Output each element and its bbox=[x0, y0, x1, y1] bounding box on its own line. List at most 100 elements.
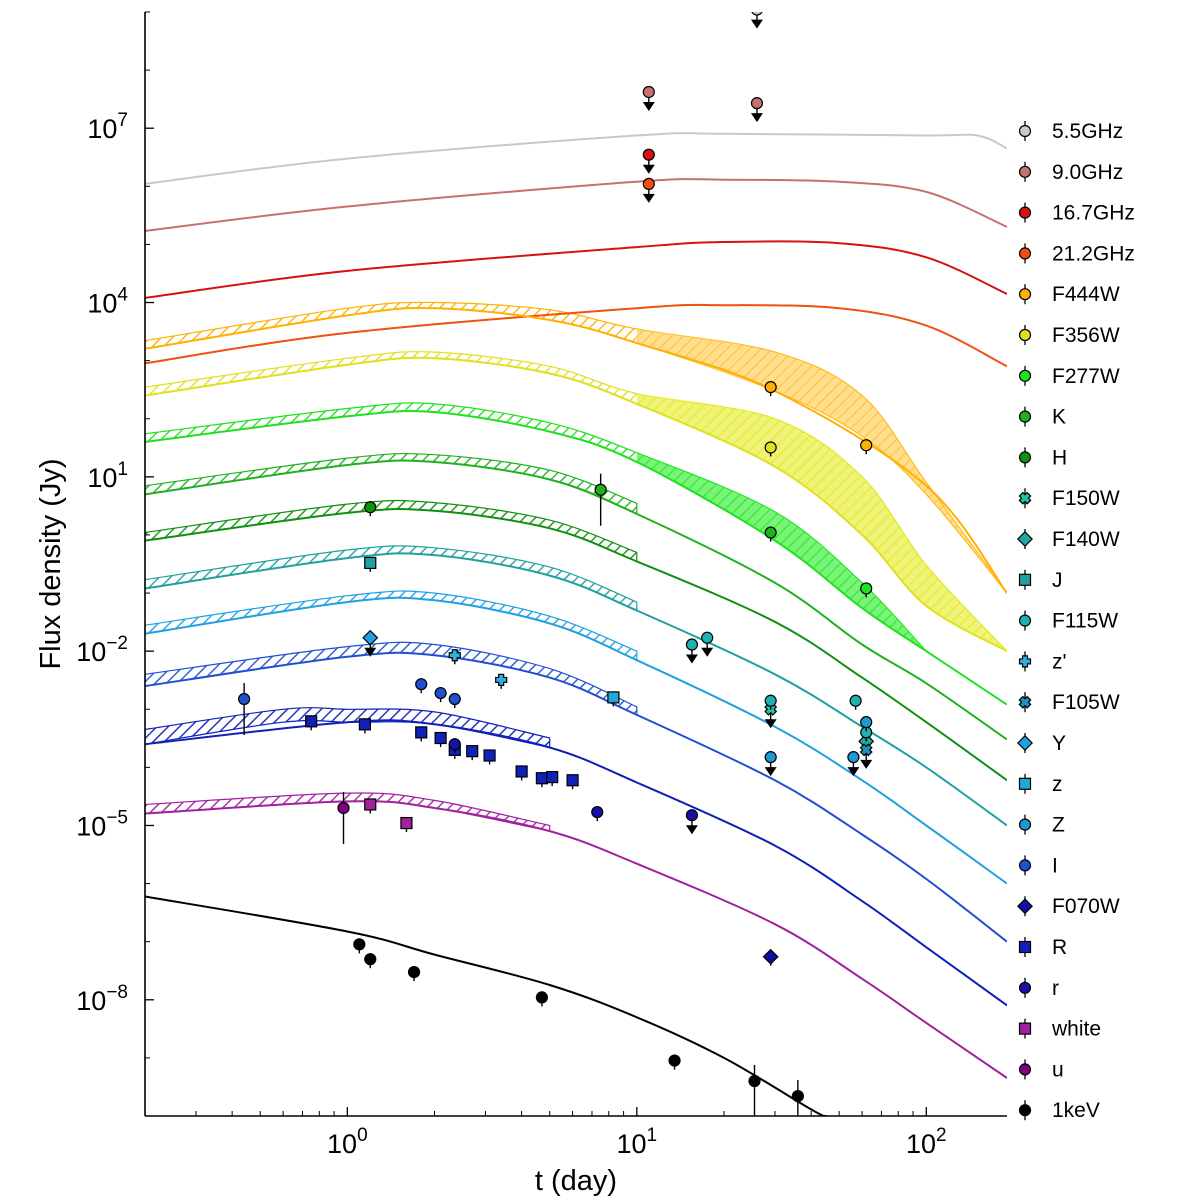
legend-label: F277W bbox=[1052, 365, 1120, 388]
legend-marker-f140w bbox=[1017, 531, 1033, 547]
marker-9-0ghz bbox=[642, 85, 655, 99]
legend-entry-z: z' bbox=[1018, 650, 1067, 673]
marker-f105w bbox=[859, 743, 873, 757]
legend-label: F444W bbox=[1052, 283, 1120, 306]
marker-r bbox=[415, 726, 428, 739]
legend-marker-z bbox=[1018, 655, 1032, 668]
marker-z bbox=[495, 673, 508, 687]
data-point-r bbox=[515, 765, 528, 781]
data-point-k bbox=[764, 526, 777, 542]
legend-label: 1keV bbox=[1052, 1099, 1100, 1122]
legend-entry-16-7ghz: 16.7GHz bbox=[1018, 202, 1135, 225]
data-point-white bbox=[364, 798, 377, 814]
x-tick-label: 101 bbox=[617, 1125, 658, 1159]
marker-j bbox=[364, 556, 377, 570]
data-point-r bbox=[535, 772, 549, 788]
data-point-u bbox=[337, 791, 350, 844]
legend-marker-k bbox=[1018, 410, 1032, 423]
legend-label: K bbox=[1052, 406, 1066, 429]
model-line-f444w bbox=[145, 306, 1007, 594]
x-tick-label: 102 bbox=[906, 1125, 947, 1159]
marker-white bbox=[364, 798, 377, 811]
marker-r bbox=[546, 771, 559, 784]
data-point-f115w bbox=[764, 694, 777, 710]
legend-label: Z bbox=[1052, 814, 1065, 837]
legend-entry-y: Y bbox=[1017, 732, 1066, 755]
marker-k bbox=[594, 483, 607, 496]
legend-entry-z: z bbox=[1018, 773, 1063, 796]
data-point-f356w bbox=[764, 441, 777, 457]
marker-i bbox=[434, 686, 447, 700]
marker-z bbox=[847, 751, 860, 764]
marker-1kev bbox=[353, 938, 366, 951]
legend-marker-f105w bbox=[1018, 695, 1032, 709]
data-point-f277w bbox=[860, 582, 873, 598]
marker-k bbox=[764, 526, 777, 539]
data-point-1kev bbox=[364, 953, 377, 969]
legend-marker-r bbox=[1018, 981, 1032, 994]
data-point-f444w bbox=[860, 439, 873, 455]
legend: 5.5GHz 9.0GHz 16.7GHz 21.2GHz F444W F356W F277… bbox=[1017, 120, 1135, 1122]
model-line-9-0ghz bbox=[145, 178, 1007, 232]
model-uncertainty-bands bbox=[145, 301, 1007, 832]
legend-label: H bbox=[1052, 446, 1067, 469]
data-point-9-0ghz bbox=[750, 97, 764, 123]
y-tick-label: 101 bbox=[87, 459, 128, 493]
data-point-5-5ghz bbox=[643, 0, 655, 5]
marker-5-5ghz bbox=[751, 12, 763, 16]
data-point-z bbox=[495, 673, 508, 689]
data-point-1kev bbox=[748, 1065, 761, 1116]
legend-marker-1kev bbox=[1018, 1104, 1032, 1117]
data-point-r bbox=[448, 738, 461, 754]
legend-marker-f277w bbox=[1018, 369, 1032, 382]
legend-label: z bbox=[1052, 773, 1063, 796]
legend-entry-f115w: F115W bbox=[1018, 610, 1118, 633]
marker-r bbox=[591, 805, 604, 819]
legend-label: white bbox=[1051, 1018, 1101, 1041]
model-line-j bbox=[145, 552, 1007, 827]
legend-entry-r: r bbox=[1018, 977, 1059, 1000]
marker-i bbox=[415, 678, 428, 691]
data-point-f115w bbox=[849, 694, 862, 710]
marker-1kev bbox=[407, 965, 421, 979]
legend-label: Y bbox=[1052, 732, 1066, 755]
marker-1kev bbox=[748, 1074, 761, 1088]
legend-label: 9.0GHz bbox=[1052, 161, 1123, 184]
legend-label: F105W bbox=[1052, 691, 1120, 714]
band-r bbox=[145, 707, 551, 749]
legend-entry-21-2ghz: 21.2GHz bbox=[1018, 242, 1135, 265]
data-point-z bbox=[764, 751, 777, 777]
legend-marker-9-0ghz bbox=[1018, 165, 1032, 178]
y-tick-label: 104 bbox=[87, 285, 128, 319]
marker-r bbox=[466, 745, 479, 758]
legend-entry-u: u bbox=[1018, 1058, 1064, 1081]
legend-entry-9-0ghz: 9.0GHz bbox=[1018, 161, 1123, 184]
marker-r bbox=[685, 809, 699, 822]
legend-marker-j bbox=[1018, 573, 1032, 586]
legend-marker-16-7ghz bbox=[1018, 206, 1032, 219]
legend-label: 5.5GHz bbox=[1052, 120, 1123, 143]
data-point-9-0ghz bbox=[642, 85, 655, 111]
legend-marker-y bbox=[1017, 735, 1033, 751]
data-point-i bbox=[238, 683, 251, 736]
data-point-r bbox=[483, 749, 496, 765]
legend-label: 21.2GHz bbox=[1052, 242, 1135, 265]
legend-label: R bbox=[1052, 936, 1067, 959]
legend-marker-f115w bbox=[1018, 614, 1032, 627]
legend-entry-j: J bbox=[1018, 569, 1063, 592]
legend-entry-i: I bbox=[1018, 854, 1058, 877]
model-line-f277w bbox=[145, 409, 1007, 706]
data-point-r bbox=[358, 718, 372, 734]
legend-label: u bbox=[1052, 1058, 1064, 1081]
legend-marker-f070w bbox=[1017, 898, 1033, 915]
legend-entry-f444w: F444W bbox=[1018, 283, 1120, 306]
x-tick-label: 100 bbox=[327, 1125, 368, 1159]
legend-entry-f140w: F140W bbox=[1017, 528, 1120, 551]
data-point-f105w bbox=[859, 743, 873, 769]
model-line-white bbox=[145, 800, 1007, 1079]
legend-entry-h: H bbox=[1018, 446, 1067, 469]
legend-marker-21-2ghz bbox=[1018, 247, 1032, 260]
data-point-z bbox=[847, 751, 860, 777]
marker-1kev bbox=[535, 991, 549, 1004]
data-point-5-5ghz bbox=[750, 12, 763, 29]
